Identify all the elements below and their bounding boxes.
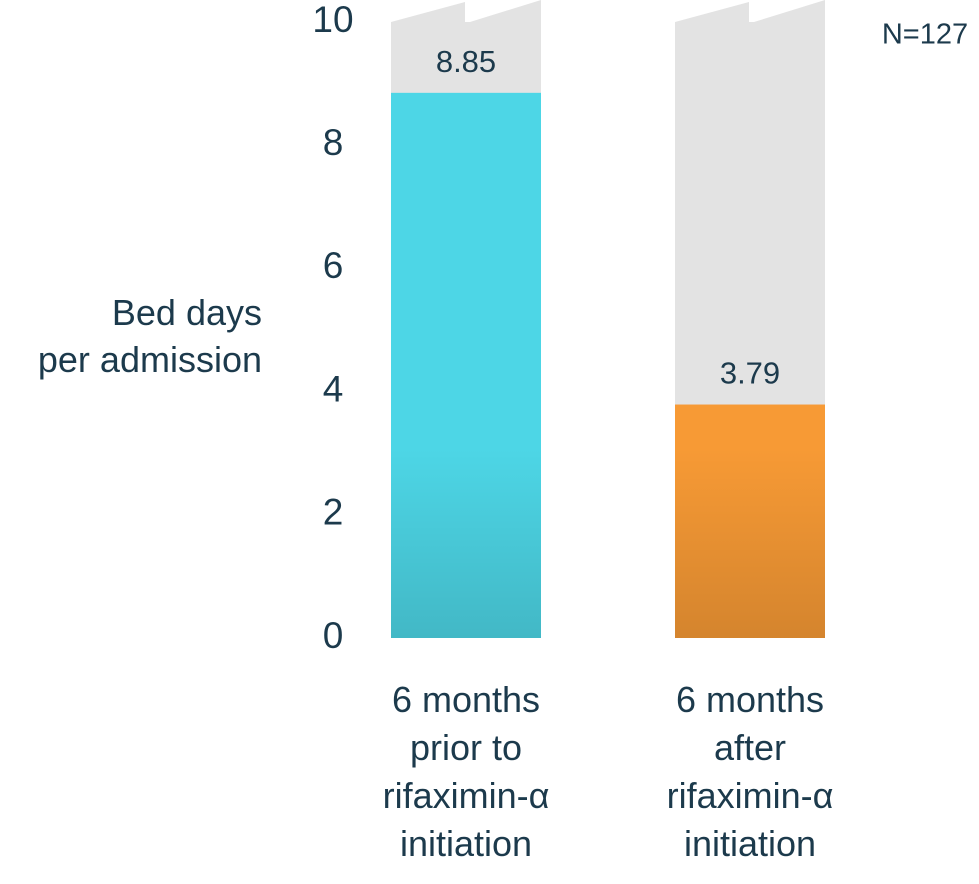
value-label: 3.79 bbox=[720, 356, 780, 391]
value-label: 8.85 bbox=[436, 44, 496, 79]
y-tick-label: 2 bbox=[323, 492, 344, 533]
y-tick-label: 8 bbox=[323, 122, 344, 163]
y-tick-label: 10 bbox=[312, 0, 353, 40]
y-tick-label: 4 bbox=[323, 368, 344, 409]
y-tick-label: 0 bbox=[323, 615, 344, 656]
x-tick-label: 6 months prior to rifaximin-α initiation bbox=[383, 679, 550, 864]
bar-shade bbox=[675, 448, 825, 638]
x-tick-label: 6 months after rifaximin-α initiation bbox=[667, 679, 834, 864]
y-axis-label: Bed days per admission bbox=[38, 292, 262, 380]
y-tick-label: 6 bbox=[323, 245, 344, 286]
bar-shade bbox=[391, 448, 541, 638]
annotation: N=127 bbox=[882, 19, 968, 51]
